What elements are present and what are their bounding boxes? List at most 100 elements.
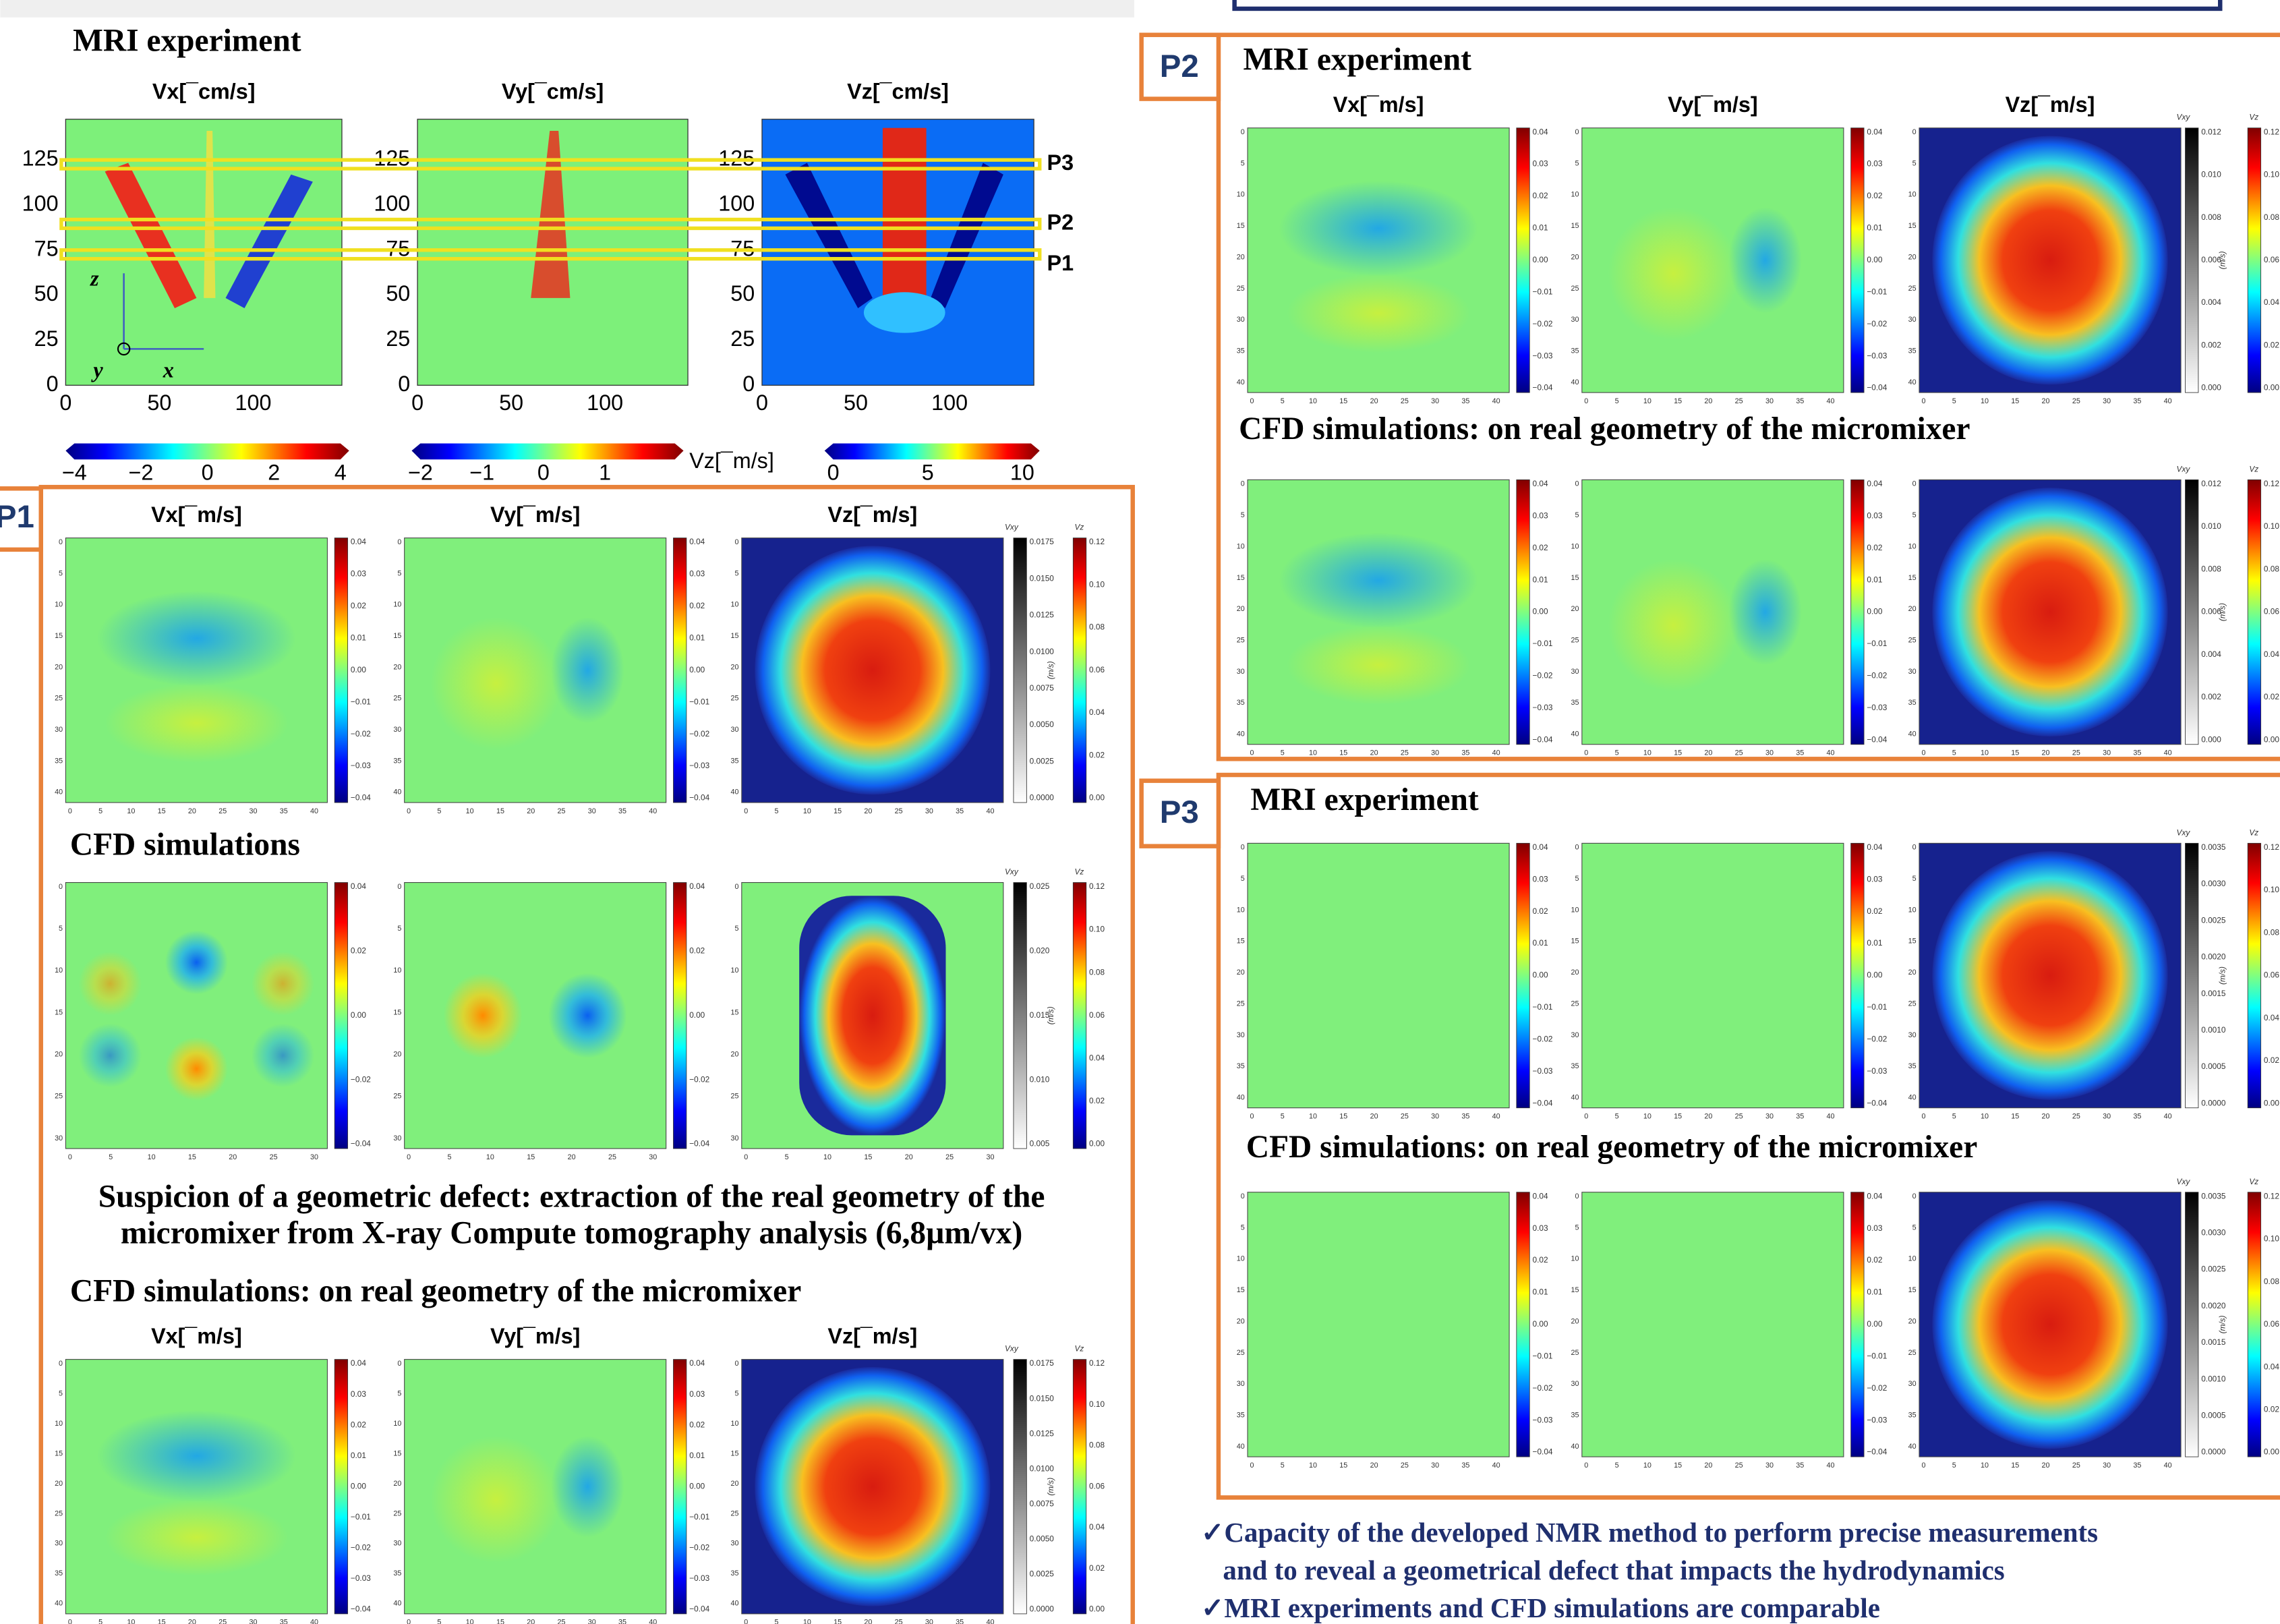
x-tick-label: 0 xyxy=(1250,1461,1254,1470)
x-tick-label: 100 xyxy=(587,390,623,415)
colorbar-tick-label: 0.012 xyxy=(2201,479,2221,488)
x-tick-label: 35 xyxy=(2133,1461,2141,1470)
x-tick-label: 5 xyxy=(1615,749,1619,757)
x-tick-label: 5 xyxy=(1615,397,1619,405)
colorbar-tick-label: 0.08 xyxy=(2264,564,2279,573)
x-tick-label: 0 xyxy=(1250,397,1254,405)
y-tick-label: 10 xyxy=(1237,1255,1245,1263)
colorbar-tick-label: 0.12 xyxy=(2264,479,2279,488)
y-tick-label: 30 xyxy=(1571,1380,1579,1388)
colorbar-tick-label: 0.03 xyxy=(351,569,366,579)
colorbar-tick-label: 0.020 xyxy=(1030,946,1050,956)
colorbar-tick-label: −0.01 xyxy=(351,1512,371,1521)
y-tick-label: 20 xyxy=(1571,1317,1579,1325)
x-tick-label: 25 xyxy=(1401,1461,1409,1470)
colorbar-tick-label: 0.04 xyxy=(2264,1362,2279,1371)
colorbar-tick-label: 0.10 xyxy=(1089,1399,1105,1409)
y-tick-label: 10 xyxy=(1571,1255,1579,1263)
colorbar-tick-label: 0.02 xyxy=(1867,543,1882,552)
x-tick-label: 20 xyxy=(1370,1461,1378,1470)
slice-label: P3 xyxy=(1047,150,1074,175)
colorbar-tick-label: 0.01 xyxy=(1533,1287,1548,1297)
x-tick-label: 15 xyxy=(1339,1112,1347,1120)
x-tick-label: 10 xyxy=(1643,749,1651,757)
y-tick-label: 25 xyxy=(1571,999,1579,1008)
velocity-band xyxy=(799,896,946,1136)
y-tick-label: 20 xyxy=(1908,968,1917,977)
colorbar-unit: (m/s) xyxy=(1046,661,1055,679)
colorbar-tick-label: 0.08 xyxy=(1089,1441,1105,1450)
y-tick-label: 25 xyxy=(393,1509,401,1517)
colorbar-tick-label: 0.04 xyxy=(2264,649,2279,659)
y-tick-label: 25 xyxy=(1571,1349,1579,1357)
x-tick-label: 30 xyxy=(588,807,596,815)
y-tick-label: 35 xyxy=(1237,1411,1245,1419)
colorbar-tick-label: 5 xyxy=(922,460,934,484)
y-tick-label: 20 xyxy=(1571,253,1579,261)
x-tick-label: 0 xyxy=(744,1619,748,1624)
x-tick-label: 10 xyxy=(823,1153,831,1161)
colorbar-tick-label: 0.0025 xyxy=(2201,1265,2226,1274)
y-tick-label: 25 xyxy=(731,1509,739,1517)
x-tick-label: 40 xyxy=(1827,1112,1835,1120)
colorbar xyxy=(334,538,349,803)
colorbar-tick-label: −0.04 xyxy=(1533,1098,1553,1107)
x-tick-label: 100 xyxy=(235,390,272,415)
colorbar-tick-label: 0.02 xyxy=(689,601,705,610)
x-tick-label: 25 xyxy=(1735,749,1743,757)
x-tick-label: 35 xyxy=(1461,749,1469,757)
y-tick-label: 10 xyxy=(731,1420,739,1428)
colorbar-tick-label: 0.10 xyxy=(2264,885,2279,894)
y-tick-label: 15 xyxy=(731,1449,739,1457)
colorbar-tick-label: 0.005 xyxy=(1030,1139,1050,1149)
y-tick-label: 35 xyxy=(1571,347,1579,355)
x-tick-label: 30 xyxy=(2103,1461,2111,1470)
colorbar-tick-label: 0.12 xyxy=(2264,1191,2279,1200)
x-tick-label: 10 xyxy=(486,1153,494,1161)
y-tick-label: 20 xyxy=(731,1050,739,1058)
colorbar-tick-label: 0.03 xyxy=(351,1389,366,1399)
colorbar-tick-label: 0.00 xyxy=(1089,1139,1105,1149)
colorbar-tick-label: 0.02 xyxy=(1533,906,1548,916)
slice-label: P1 xyxy=(1047,251,1074,275)
y-tick-label: 40 xyxy=(1908,1093,1917,1101)
x-tick-label: 20 xyxy=(1704,1112,1712,1120)
colorbar-tick-label: −0.03 xyxy=(1533,1415,1553,1424)
x-tick-label: 5 xyxy=(1281,397,1285,405)
colorbar-tick-label: 0.0005 xyxy=(2201,1062,2226,1071)
colorbar-tick-label: 0.0000 xyxy=(2201,1447,2226,1457)
colorbar-tick-label: 0.025 xyxy=(1030,881,1050,891)
x-tick-label: 10 xyxy=(1643,397,1651,405)
blob xyxy=(78,1023,142,1088)
colorbar-tick-label: 0.03 xyxy=(1867,1223,1882,1233)
x-tick-label: 30 xyxy=(1765,1461,1774,1470)
velocity-map xyxy=(1247,842,1510,1109)
colorbar-tick-label: −0.02 xyxy=(1867,671,1887,680)
x-tick-label: 25 xyxy=(1401,749,1409,757)
y-tick-label: 35 xyxy=(1237,347,1245,355)
x-tick-label: 5 xyxy=(448,1153,452,1161)
flow-arm xyxy=(105,163,197,309)
y-tick-label: 15 xyxy=(55,1449,63,1457)
y-tick-label: 5 xyxy=(1575,159,1579,167)
x-tick-label: 35 xyxy=(280,807,288,815)
colorbar-tick-label: 0.10 xyxy=(2264,170,2279,179)
x-tick-label: 20 xyxy=(2042,397,2050,405)
y-tick-label: 25 xyxy=(1908,1349,1917,1357)
blob xyxy=(78,952,142,1016)
colorbar-tick-label: 0.006 xyxy=(2201,255,2221,264)
colorbar-tick-label: 0.02 xyxy=(1089,750,1105,759)
colorbar xyxy=(1516,1192,1530,1457)
axis-symbol: y⃗ xyxy=(90,357,119,382)
slice-label: P2 xyxy=(1047,210,1074,235)
x-tick-label: 0 xyxy=(407,807,411,815)
blob xyxy=(550,617,624,724)
colorbar-tick-label: −0.01 xyxy=(1867,639,1887,648)
y-tick-label: 25 xyxy=(1237,636,1245,644)
y-tick-label: 10 xyxy=(1908,1255,1917,1263)
colorbar-tick-label: −0.03 xyxy=(351,761,371,770)
x-tick-label: 40 xyxy=(649,807,657,815)
y-tick-label: 40 xyxy=(1571,1443,1579,1451)
colorbar-tick-label: 0.02 xyxy=(1867,1255,1882,1265)
x-tick-label: 5 xyxy=(785,1153,789,1161)
